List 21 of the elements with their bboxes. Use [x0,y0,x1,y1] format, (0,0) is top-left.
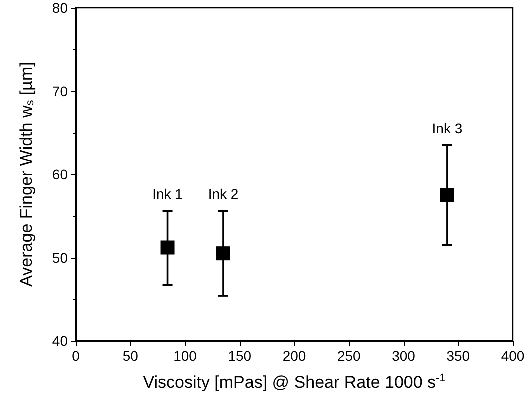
x-tick-label: 150 [228,348,252,364]
x-tick-label: 50 [122,348,139,364]
y-tick-label: 50 [52,250,68,266]
y-tick-label: 80 [52,0,68,16]
y-tick-label: 70 [52,83,68,100]
x-tick-label: 100 [174,348,198,364]
point [160,240,175,255]
point [440,188,454,202]
x-tick-label: 350 [446,348,470,364]
y-tick-label: 40 [52,333,68,349]
annotation: Ink 1 [152,186,184,202]
x-tick-label: 200 [282,348,306,364]
x-tick-label: 250 [337,348,362,364]
x-tick-label: 300 [392,348,416,364]
annotation: Ink 3 [432,120,463,136]
x-tick-label: 400 [501,348,525,364]
annotation: Ink 2 [208,186,239,202]
point [216,246,230,261]
x-tick-label: 0 [72,348,80,364]
y-axis-title: Average Finger Width ws [µm] [17,62,36,287]
y-tick-label: 60 [52,166,68,182]
